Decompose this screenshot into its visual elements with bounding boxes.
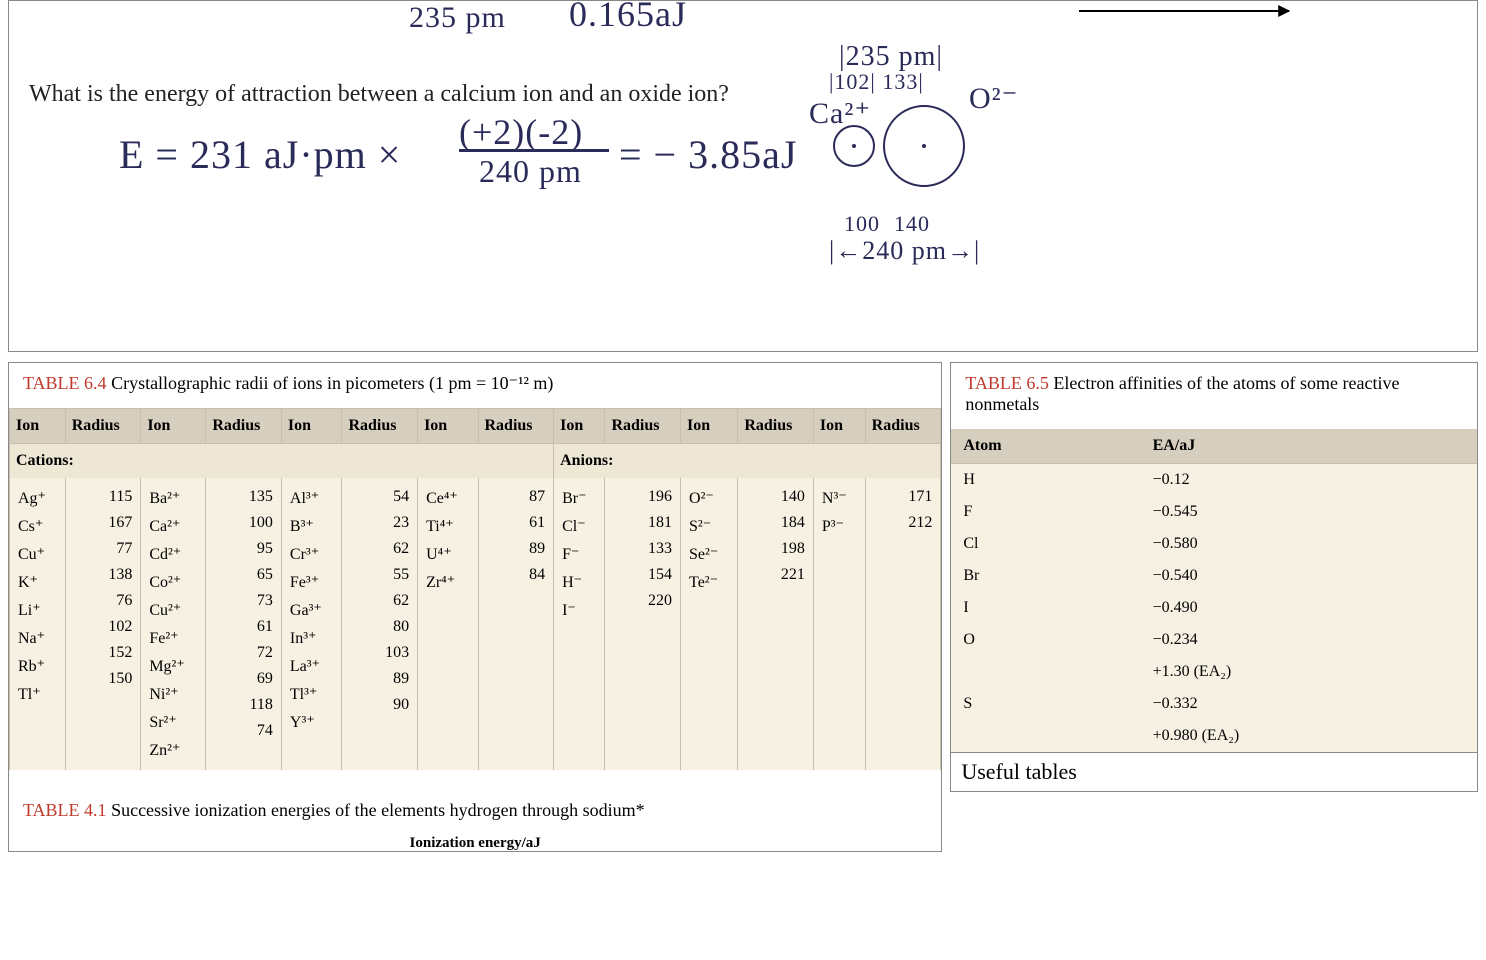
radii-col-7: N³⁻P³⁻: [813, 478, 865, 770]
ea-atom: [951, 656, 1140, 688]
table-row: +0.980 (EA₂): [951, 720, 1477, 752]
table-6-5: Atom EA/aJ H−0.12F−0.545Cl−0.580Br−0.540…: [951, 429, 1477, 752]
table-row: Atom EA/aJ: [951, 429, 1477, 464]
ea-atom: H: [951, 464, 1140, 497]
table-6-5-container: TABLE 6.5 Electron affinities of the ato…: [950, 362, 1478, 792]
side-240pm: |←240 pm→|: [829, 236, 980, 266]
ea-rows: H−0.12F−0.545Cl−0.580Br−0.540I−0.490O−0.…: [951, 464, 1477, 753]
tables-region: TABLE 6.4 Crystallographic radii of ions…: [8, 362, 1478, 852]
table-row: IonRadius IonRadius IonRadius IonRadius …: [10, 409, 941, 444]
col-head-ion: Ion: [681, 409, 738, 444]
table-row: Ag⁺Cs⁺Cu⁺K⁺Li⁺Na⁺Rb⁺Tl⁺11516777138761021…: [10, 478, 941, 770]
table-row: H−0.12: [951, 464, 1477, 497]
col-head-radius: Radius: [478, 409, 554, 444]
col-head-radius: Radius: [342, 409, 418, 444]
col-head-ion: Ion: [813, 409, 865, 444]
ea-atom: I: [951, 592, 1140, 624]
radii-col-6-vals: 140184198221: [738, 478, 814, 770]
radii-col-5-vals: 196181133154220: [605, 478, 681, 770]
table-row: I−0.490: [951, 592, 1477, 624]
side-100: 100: [844, 211, 880, 237]
radii-col-4: Ce⁴⁺Ti⁴⁺U⁴⁺Zr⁴⁺: [418, 478, 478, 770]
eqn-denominator: 240 pm: [479, 153, 582, 190]
hand-top-235pm: 235 pm: [409, 1, 506, 35]
col-head-ion: Ion: [281, 409, 342, 444]
radii-col-3-vals: 5423625562801038990: [342, 478, 418, 770]
eqn-lhs: E = 231 aJ·pm ×: [119, 131, 401, 178]
col-head-ion: Ion: [10, 409, 66, 444]
table-row: Cations: Anions:: [10, 444, 941, 479]
ea-value: −0.234: [1141, 624, 1477, 656]
table-6-4-caption: Crystallographic radii of ions in picome…: [107, 373, 554, 393]
side-102-133: |102| 133|: [829, 69, 924, 95]
ca-circle-icon: [829, 121, 879, 171]
ea-atom: S: [951, 688, 1140, 720]
eqn-rhs: = − 3.85aJ: [619, 131, 797, 178]
ea-value: +1.30 (EA₂): [1141, 656, 1477, 688]
col-head-atom: Atom: [951, 429, 1140, 464]
ea-value: +0.980 (EA₂): [1141, 720, 1477, 752]
col-head-radius: Radius: [865, 409, 941, 444]
radii-col-3: Al³⁺B³⁺Cr³⁺Fe³⁺Ga³⁺In³⁺La³⁺Tl³⁺Y³⁺: [281, 478, 342, 770]
table-row: Br−0.540: [951, 560, 1477, 592]
ea-atom: [951, 720, 1140, 752]
col-head-radius: Radius: [738, 409, 814, 444]
radii-col-4-vals: 87618984: [478, 478, 554, 770]
ea-value: −0.332: [1141, 688, 1477, 720]
radii-col-7-vals: 171212: [865, 478, 941, 770]
ea-atom: Br: [951, 560, 1140, 592]
radii-col-2-vals: 13510095657361726911874: [206, 478, 282, 770]
table-row: F−0.545: [951, 496, 1477, 528]
table-6-4-number: TABLE 6.4: [23, 373, 107, 393]
ea-atom: F: [951, 496, 1140, 528]
cations-label: Cations:: [10, 444, 554, 479]
table-row: +1.30 (EA₂): [951, 656, 1477, 688]
table-4-1-number: TABLE 4.1: [23, 800, 107, 820]
table-6-5-title: TABLE 6.5 Electron affinities of the ato…: [951, 363, 1477, 429]
table-6-4-title: TABLE 6.4 Crystallographic radii of ions…: [9, 363, 941, 408]
side-140: 140: [894, 211, 930, 237]
ea-value: −0.540: [1141, 560, 1477, 592]
eqn-numerator: (+2)(-2): [459, 111, 583, 153]
o-label: O²⁻: [969, 81, 1019, 116]
radii-col-2: Ba²⁺Ca²⁺Cd²⁺Co²⁺Cu²⁺Fe²⁺Mg²⁺Ni²⁺Sr²⁺Zn²⁺: [141, 478, 206, 770]
ea-value: −0.545: [1141, 496, 1477, 528]
radii-col-1-vals: 1151677713876102152150: [65, 478, 141, 770]
whiteboard-area: 235 pm 0.165aJ What is the energy of att…: [8, 0, 1478, 352]
table-row: O−0.234: [951, 624, 1477, 656]
ea-atom: O: [951, 624, 1140, 656]
col-head-radius: Radius: [605, 409, 681, 444]
table-4-1-title: TABLE 4.1 Successive ionization energies…: [9, 770, 941, 835]
col-head-ion: Ion: [141, 409, 206, 444]
ea-value: −0.580: [1141, 528, 1477, 560]
radii-col-5: Br⁻Cl⁻F⁻H⁻I⁻: [554, 478, 605, 770]
col-head-ea: EA/aJ: [1141, 429, 1477, 464]
table-4-1-caption: Successive ionization energies of the el…: [107, 800, 645, 820]
table-row: Cl−0.580: [951, 528, 1477, 560]
table-6-4-container: TABLE 6.4 Crystallographic radii of ions…: [8, 362, 942, 852]
table-4-1-fragment: Ionization energy/aJ: [9, 835, 941, 851]
top-right-arrow-fragment: [1069, 1, 1319, 31]
eqn-fraction-bar: [459, 149, 609, 152]
table-6-5-number: TABLE 6.5: [965, 373, 1049, 393]
radii-col-1: Ag⁺Cs⁺Cu⁺K⁺Li⁺Na⁺Rb⁺Tl⁺: [10, 478, 66, 770]
col-head-radius: Radius: [65, 409, 141, 444]
ea-atom: Cl: [951, 528, 1140, 560]
col-head-ion: Ion: [554, 409, 605, 444]
ea-value: −0.12: [1141, 464, 1477, 497]
anions-label: Anions:: [554, 444, 941, 479]
radii-col-6: O²⁻S²⁻Se²⁻Te²⁻: [681, 478, 738, 770]
col-head-radius: Radius: [206, 409, 282, 444]
ea-value: −0.490: [1141, 592, 1477, 624]
useful-tables-label: Useful tables: [951, 752, 1477, 791]
hand-top-0165aj: 0.165aJ: [569, 0, 687, 35]
o-circle-icon: [879, 101, 969, 191]
col-head-ion: Ion: [418, 409, 478, 444]
table-row: S−0.332: [951, 688, 1477, 720]
question-text: What is the energy of attraction between…: [29, 81, 729, 108]
table-6-4: IonRadius IonRadius IonRadius IonRadius …: [9, 408, 941, 770]
